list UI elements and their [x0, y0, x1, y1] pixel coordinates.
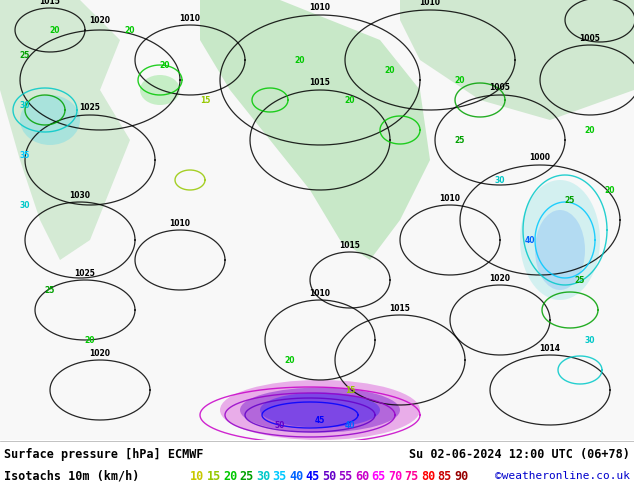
Text: 1010: 1010 — [420, 0, 441, 7]
Ellipse shape — [240, 388, 400, 433]
Text: 20: 20 — [585, 125, 595, 134]
Text: 25: 25 — [565, 196, 575, 204]
Text: Surface pressure [hPa] ECMWF: Surface pressure [hPa] ECMWF — [4, 447, 204, 461]
Text: 20: 20 — [455, 75, 465, 84]
Text: 20: 20 — [125, 25, 135, 34]
Text: 1010: 1010 — [309, 289, 330, 298]
Text: 85: 85 — [437, 469, 452, 483]
Text: 50: 50 — [322, 469, 336, 483]
Text: 1010: 1010 — [179, 14, 200, 23]
Text: 1015: 1015 — [389, 304, 410, 313]
Text: 20: 20 — [223, 469, 237, 483]
Text: 40: 40 — [525, 236, 535, 245]
Text: 20: 20 — [85, 336, 95, 344]
Text: 30: 30 — [256, 469, 270, 483]
Text: 15: 15 — [345, 386, 355, 394]
Text: 1005: 1005 — [579, 34, 600, 43]
Text: 1020: 1020 — [89, 16, 110, 25]
Text: 45: 45 — [315, 416, 325, 424]
Text: 1015: 1015 — [340, 241, 361, 250]
Text: 1005: 1005 — [489, 83, 510, 92]
Text: 1010: 1010 — [439, 194, 460, 203]
Text: 45: 45 — [306, 469, 320, 483]
Text: 30: 30 — [20, 100, 30, 109]
Text: 10: 10 — [190, 469, 204, 483]
Text: 1015: 1015 — [39, 0, 60, 6]
Text: 55: 55 — [339, 469, 353, 483]
Text: 60: 60 — [355, 469, 369, 483]
Text: 1014: 1014 — [540, 344, 560, 353]
Text: 40: 40 — [289, 469, 303, 483]
Text: 40: 40 — [345, 420, 355, 430]
Ellipse shape — [260, 392, 380, 427]
Text: 90: 90 — [454, 469, 469, 483]
Text: 30: 30 — [495, 175, 505, 185]
Text: 50: 50 — [275, 420, 285, 430]
Text: 20: 20 — [605, 186, 615, 195]
Text: 20: 20 — [49, 25, 60, 34]
Text: 25: 25 — [455, 136, 465, 145]
Text: 20: 20 — [285, 356, 295, 365]
Text: 1020: 1020 — [89, 349, 110, 358]
Text: 1000: 1000 — [529, 153, 550, 162]
Text: 15: 15 — [207, 469, 221, 483]
Text: Su 02-06-2024 12:00 UTC (06+78): Su 02-06-2024 12:00 UTC (06+78) — [409, 447, 630, 461]
Text: 25: 25 — [575, 275, 585, 285]
Ellipse shape — [220, 380, 420, 440]
Text: Isotachs 10m (km/h): Isotachs 10m (km/h) — [4, 469, 139, 483]
Text: 65: 65 — [372, 469, 385, 483]
Text: 30: 30 — [20, 200, 30, 210]
Text: 1010: 1010 — [309, 3, 330, 12]
Text: 35: 35 — [273, 469, 287, 483]
Text: 25: 25 — [20, 50, 30, 59]
Text: 15: 15 — [200, 96, 210, 104]
Ellipse shape — [535, 210, 585, 290]
Polygon shape — [200, 0, 430, 260]
Ellipse shape — [20, 95, 80, 145]
Polygon shape — [0, 0, 130, 260]
Text: 1020: 1020 — [489, 274, 510, 283]
Text: 1010: 1010 — [169, 219, 190, 228]
Polygon shape — [400, 0, 634, 120]
Text: 1015: 1015 — [309, 78, 330, 87]
Text: 20: 20 — [345, 96, 355, 104]
Text: 30: 30 — [585, 336, 595, 344]
Text: ©weatheronline.co.uk: ©weatheronline.co.uk — [495, 471, 630, 481]
Text: 1030: 1030 — [70, 191, 91, 200]
Text: 20: 20 — [385, 66, 395, 74]
Text: 75: 75 — [404, 469, 418, 483]
Text: 1025: 1025 — [79, 103, 100, 112]
Text: 35: 35 — [20, 150, 30, 160]
Text: 70: 70 — [388, 469, 402, 483]
Text: 25: 25 — [240, 469, 254, 483]
Text: 80: 80 — [421, 469, 436, 483]
Text: 1025: 1025 — [75, 269, 96, 278]
Text: 25: 25 — [45, 286, 55, 294]
Text: 20: 20 — [295, 55, 305, 65]
Ellipse shape — [520, 180, 600, 300]
Text: 20: 20 — [160, 60, 171, 70]
Ellipse shape — [140, 75, 180, 105]
